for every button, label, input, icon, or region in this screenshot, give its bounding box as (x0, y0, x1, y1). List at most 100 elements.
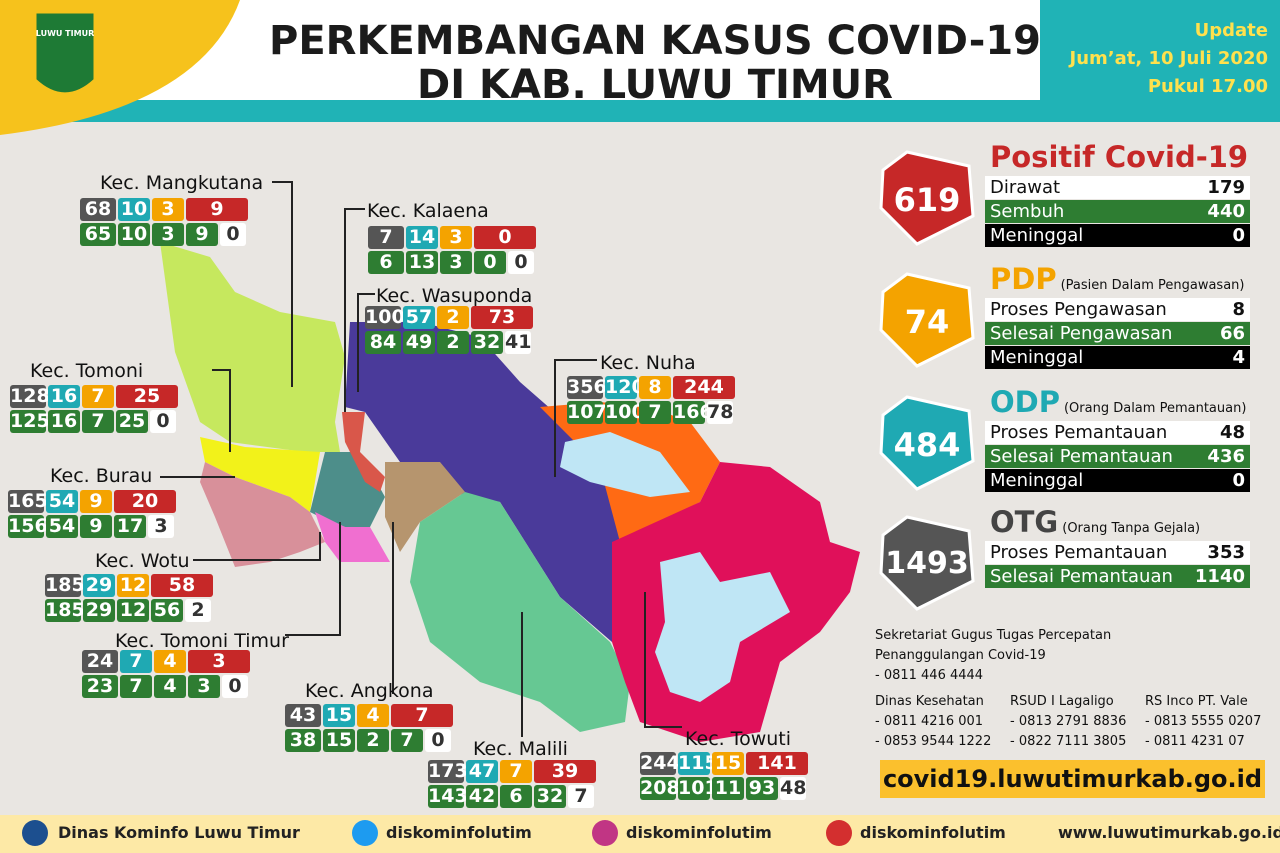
panel-subtitle: (Pasien Dalam Pengawasan) (1060, 278, 1245, 293)
header-swoosh: LUWU TIMUR (0, 0, 240, 135)
contact-phone: - 0811 4216 001 (875, 714, 984, 729)
bottom-count: 7 (120, 675, 152, 698)
row-value: 48 (1219, 422, 1245, 443)
contact-name: Dinas Kesehatan (875, 694, 984, 709)
top-count: 7 (500, 760, 532, 783)
top-count: 120 (605, 376, 645, 399)
top-count: 43 (285, 704, 321, 727)
bottom-count: 17 (114, 515, 146, 538)
top-count: 4 (357, 704, 389, 727)
youtube-icon (826, 820, 852, 846)
bottom-count: 93 (746, 777, 778, 800)
region (342, 412, 385, 492)
bottom-count: 6 (368, 251, 404, 274)
footer-facebook[interactable]: Dinas Kominfo Luwu Timur (58, 823, 300, 842)
contact-name: RSUD I Lagaligo (1010, 694, 1114, 709)
bottom-count: 3 (440, 251, 472, 274)
top-count: 141 (746, 752, 808, 775)
top-count: 39 (534, 760, 596, 783)
bottom-count: 54 (46, 515, 78, 538)
panel-row: Selesai Pengawasan 66 (985, 322, 1250, 345)
panel-title-text: OTG (990, 505, 1059, 539)
row-value: 440 (1207, 201, 1245, 222)
top-count: 115 (678, 752, 718, 775)
panel-title: PDP (Pasien Dalam Pengawasan) (990, 262, 1244, 296)
top-count: 73 (471, 306, 533, 329)
top-count: 356 (567, 376, 607, 399)
bottom-count: 0 (474, 251, 506, 274)
map (160, 181, 860, 742)
region (385, 462, 465, 552)
website[interactable]: covid19.luwutimurkab.go.id (880, 760, 1265, 798)
bottom-count: 143 (428, 785, 468, 808)
row-value: 8 (1232, 299, 1245, 320)
panel-row: Proses Pemantauan 48 (985, 421, 1250, 444)
panel-row: Sembuh 440 (985, 200, 1250, 223)
update-date: Jum’at, 10 Juli 2020 (1069, 48, 1269, 69)
contact-phone: - 0822 7111 3805 (1010, 734, 1127, 749)
bottom-count: 3 (152, 223, 184, 246)
bottom-count: 7 (82, 410, 114, 433)
top-count: 68 (80, 198, 116, 221)
row-label: Meninggal (990, 225, 1084, 246)
top-count: 24 (82, 650, 118, 673)
bottom-count: 101 (678, 777, 718, 800)
bottom-count: 12 (117, 599, 149, 622)
top-count: 3 (188, 650, 250, 673)
lake (560, 432, 690, 497)
footer-twitter[interactable]: diskominfolutim (386, 823, 532, 842)
bottom-count: 0 (220, 223, 246, 246)
panel-row: Selesai Pemantauan 436 (985, 445, 1250, 468)
contact-phone: - 0811 4231 07 (1145, 734, 1245, 749)
bottom-count: 0 (425, 729, 451, 752)
logo-text: LUWU TIMUR (36, 29, 94, 38)
header-teal (1040, 0, 1280, 110)
contact-name: RS Inco PT. Vale (1145, 694, 1248, 709)
district-name: Kec. Burau (50, 465, 153, 487)
row-value: 353 (1207, 542, 1245, 563)
top-count: 29 (83, 574, 115, 597)
top-count: 47 (466, 760, 498, 783)
row-label: Proses Pengawasan (990, 299, 1167, 320)
panel-row: Selesai Pemantauan 1140 (985, 565, 1250, 588)
total-value: 74 (904, 303, 950, 341)
instagram-icon (592, 820, 618, 846)
row-value: 179 (1207, 177, 1245, 198)
top-count: 58 (151, 574, 213, 597)
region (200, 462, 325, 567)
bottom-count: 100 (605, 401, 645, 424)
district-name: Kec. Tomoni (30, 360, 144, 382)
bottom-count: 25 (116, 410, 148, 433)
bottom-count: 2 (357, 729, 389, 752)
leader-lines (160, 181, 682, 737)
bottom-count: 3 (188, 675, 220, 698)
header-stripe (0, 100, 1280, 122)
bottom-count: 0 (150, 410, 176, 433)
total-value: 484 (893, 426, 961, 464)
bottom-count: 13 (406, 251, 438, 274)
update-time: Pukul 17.00 (1147, 76, 1268, 97)
footer-bg (0, 815, 1280, 853)
district-name: Kec. Malili (473, 738, 568, 760)
bottom-count: 7 (639, 401, 671, 424)
top-count: 14 (406, 226, 438, 249)
footer-web[interactable]: www.luwutimurkab.go.id (1058, 823, 1280, 842)
footer-youtube[interactable]: diskominfolutim (860, 823, 1006, 842)
panel-title: OTG (Orang Tanpa Gejala) (990, 505, 1200, 539)
bottom-count: 42 (466, 785, 498, 808)
row-label: Meninggal (990, 470, 1084, 491)
top-count: 9 (80, 490, 112, 513)
top-count: 2 (437, 306, 469, 329)
bottom-count: 41 (505, 331, 532, 354)
bottom-count: 125 (10, 410, 50, 433)
bottom-count: 32 (534, 785, 566, 808)
panel-title: Positif Covid-19 (990, 140, 1248, 174)
bottom-count: 16 (48, 410, 80, 433)
bottom-count: 2 (437, 331, 469, 354)
bottom-count: 9 (186, 223, 218, 246)
row-label: Proses Pemantauan (990, 542, 1168, 563)
footer-instagram[interactable]: diskominfolutim (626, 823, 772, 842)
top-count: 54 (46, 490, 78, 513)
bottom-count: 29 (83, 599, 115, 622)
